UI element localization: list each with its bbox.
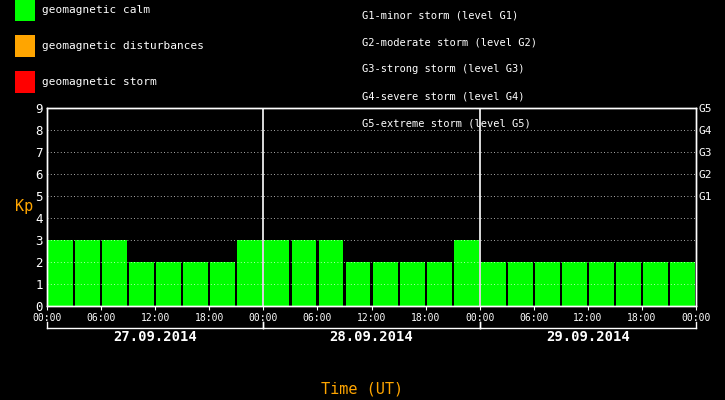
Bar: [265, 240, 289, 306]
Text: Time (UT): Time (UT): [321, 381, 404, 396]
Bar: [589, 262, 614, 306]
Bar: [129, 262, 154, 306]
Bar: [291, 240, 316, 306]
Text: geomagnetic storm: geomagnetic storm: [42, 77, 157, 87]
Text: G4-severe storm (level G4): G4-severe storm (level G4): [362, 92, 525, 102]
Bar: [616, 262, 641, 306]
Bar: [210, 262, 236, 306]
Text: geomagnetic disturbances: geomagnetic disturbances: [42, 41, 204, 51]
Bar: [157, 262, 181, 306]
Y-axis label: Kp: Kp: [15, 200, 33, 214]
Bar: [562, 262, 587, 306]
Bar: [238, 240, 262, 306]
Bar: [670, 262, 695, 306]
Bar: [507, 262, 533, 306]
Bar: [346, 262, 370, 306]
Text: 27.09.2014: 27.09.2014: [113, 330, 197, 344]
Bar: [318, 240, 344, 306]
Bar: [399, 262, 425, 306]
Bar: [427, 262, 452, 306]
Bar: [183, 262, 208, 306]
Text: 29.09.2014: 29.09.2014: [546, 330, 630, 344]
Bar: [535, 262, 560, 306]
Bar: [643, 262, 668, 306]
Text: G2-moderate storm (level G2): G2-moderate storm (level G2): [362, 37, 537, 47]
Text: G5-extreme storm (level G5): G5-extreme storm (level G5): [362, 119, 531, 129]
Bar: [48, 240, 73, 306]
Bar: [481, 262, 505, 306]
Bar: [102, 240, 127, 306]
Text: 28.09.2014: 28.09.2014: [330, 330, 413, 344]
Text: G3-strong storm (level G3): G3-strong storm (level G3): [362, 64, 525, 74]
Text: G1-minor storm (level G1): G1-minor storm (level G1): [362, 10, 519, 20]
Text: geomagnetic calm: geomagnetic calm: [42, 5, 150, 15]
Bar: [373, 262, 397, 306]
Bar: [454, 240, 479, 306]
Bar: [75, 240, 100, 306]
